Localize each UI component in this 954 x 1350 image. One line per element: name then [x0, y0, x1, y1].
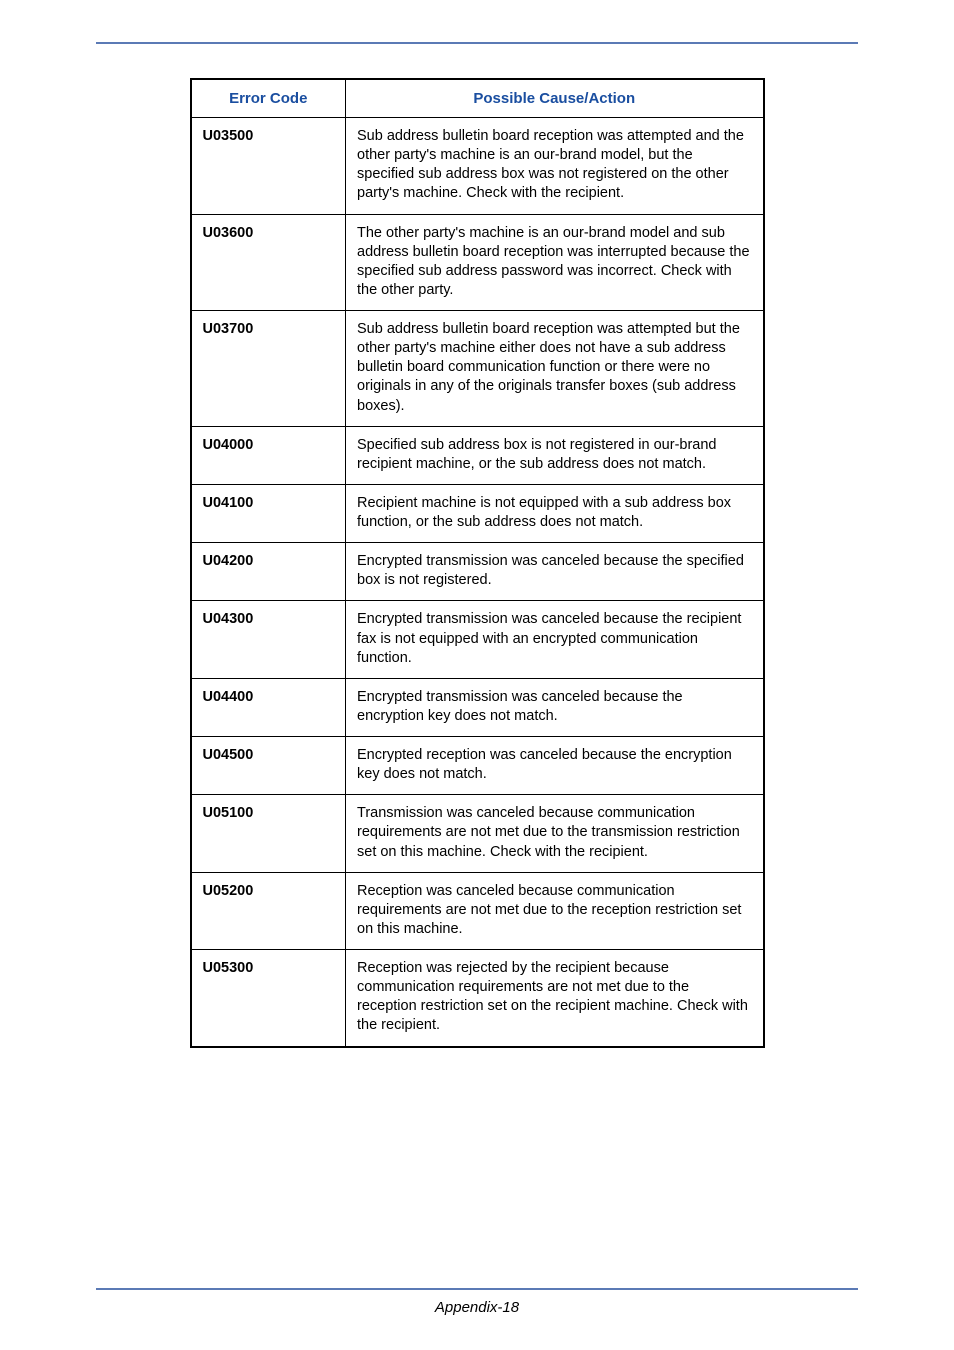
page: Error Code Possible Cause/Action U03500S… [0, 0, 954, 1350]
cell-code: U04500 [191, 737, 346, 795]
cell-code: U05300 [191, 950, 346, 1047]
cell-action: Encrypted transmission was canceled beca… [346, 601, 764, 678]
cell-action: Encrypted reception was canceled because… [346, 737, 764, 795]
table-row: U05300Reception was rejected by the reci… [191, 950, 764, 1047]
cell-code: U04200 [191, 543, 346, 601]
table-row: U04100Recipient machine is not equipped … [191, 484, 764, 542]
cell-action: Transmission was canceled because commun… [346, 795, 764, 872]
table-row: U04400Encrypted transmission was cancele… [191, 678, 764, 736]
top-rule [96, 42, 858, 44]
cell-code: U03700 [191, 311, 346, 427]
cell-action: Specified sub address box is not registe… [346, 426, 764, 484]
cell-action: Encrypted transmission was canceled beca… [346, 543, 764, 601]
error-code-table: Error Code Possible Cause/Action U03500S… [190, 78, 765, 1048]
cell-code: U04400 [191, 678, 346, 736]
cell-action: Reception was rejected by the recipient … [346, 950, 764, 1047]
cell-code: U03500 [191, 118, 346, 215]
cell-action: Reception was canceled because communica… [346, 872, 764, 949]
footer-rule [96, 1288, 858, 1290]
cell-action: Sub address bulletin board reception was… [346, 311, 764, 427]
cell-action: Recipient machine is not equipped with a… [346, 484, 764, 542]
table-row: U04000Specified sub address box is not r… [191, 426, 764, 484]
cell-code: U04100 [191, 484, 346, 542]
table-row: U05200Reception was canceled because com… [191, 872, 764, 949]
cell-code: U04000 [191, 426, 346, 484]
table-row: U03500Sub address bulletin board recepti… [191, 118, 764, 215]
table-row: U04200Encrypted transmission was cancele… [191, 543, 764, 601]
cell-code: U05100 [191, 795, 346, 872]
table-header-row: Error Code Possible Cause/Action [191, 79, 764, 118]
table-row: U04300Encrypted transmission was cancele… [191, 601, 764, 678]
header-cause-action: Possible Cause/Action [346, 79, 764, 118]
footer-text: Appendix-18 [0, 1299, 954, 1316]
cell-code: U05200 [191, 872, 346, 949]
cell-code: U04300 [191, 601, 346, 678]
cell-action: Sub address bulletin board reception was… [346, 118, 764, 215]
header-error-code: Error Code [191, 79, 346, 118]
cell-code: U03600 [191, 214, 346, 311]
table-row: U05100Transmission was canceled because … [191, 795, 764, 872]
table-row: U04500Encrypted reception was canceled b… [191, 737, 764, 795]
cell-action: The other party's machine is an our-bran… [346, 214, 764, 311]
table-row: U03700Sub address bulletin board recepti… [191, 311, 764, 427]
table-body: U03500Sub address bulletin board recepti… [191, 118, 764, 1047]
table-row: U03600The other party's machine is an ou… [191, 214, 764, 311]
cell-action: Encrypted transmission was canceled beca… [346, 678, 764, 736]
